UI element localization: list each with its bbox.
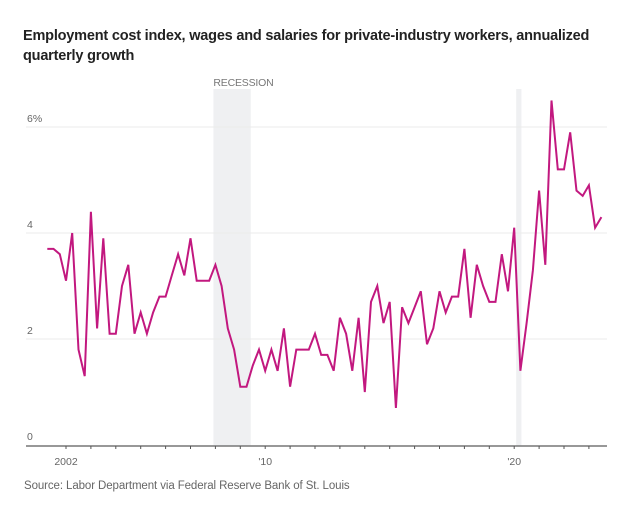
x-axis: 2002 '10 '20 <box>26 445 607 468</box>
y-tick-label: 0 <box>27 431 33 443</box>
recession-label: RECESSION <box>213 77 273 89</box>
series-line-layer <box>47 100 603 408</box>
recession-band <box>213 89 251 446</box>
series-line <box>47 100 603 408</box>
y-tick-label: 2 <box>27 325 33 337</box>
chart-title: Employment cost index, wages and salarie… <box>23 28 590 64</box>
y-tick-label: 4 <box>27 219 33 231</box>
x-tick-label: 2002 <box>54 456 78 468</box>
recession-bands: RECESSION <box>213 77 522 446</box>
y-axis-labels: 0 2 4 6% <box>27 113 42 443</box>
y-tick-label: 6% <box>27 113 42 125</box>
recession-band <box>516 89 522 446</box>
source-note: Source: Labor Department via Federal Res… <box>24 480 350 492</box>
x-tick-label: '20 <box>507 456 521 468</box>
x-tick-label: '10 <box>258 456 272 468</box>
